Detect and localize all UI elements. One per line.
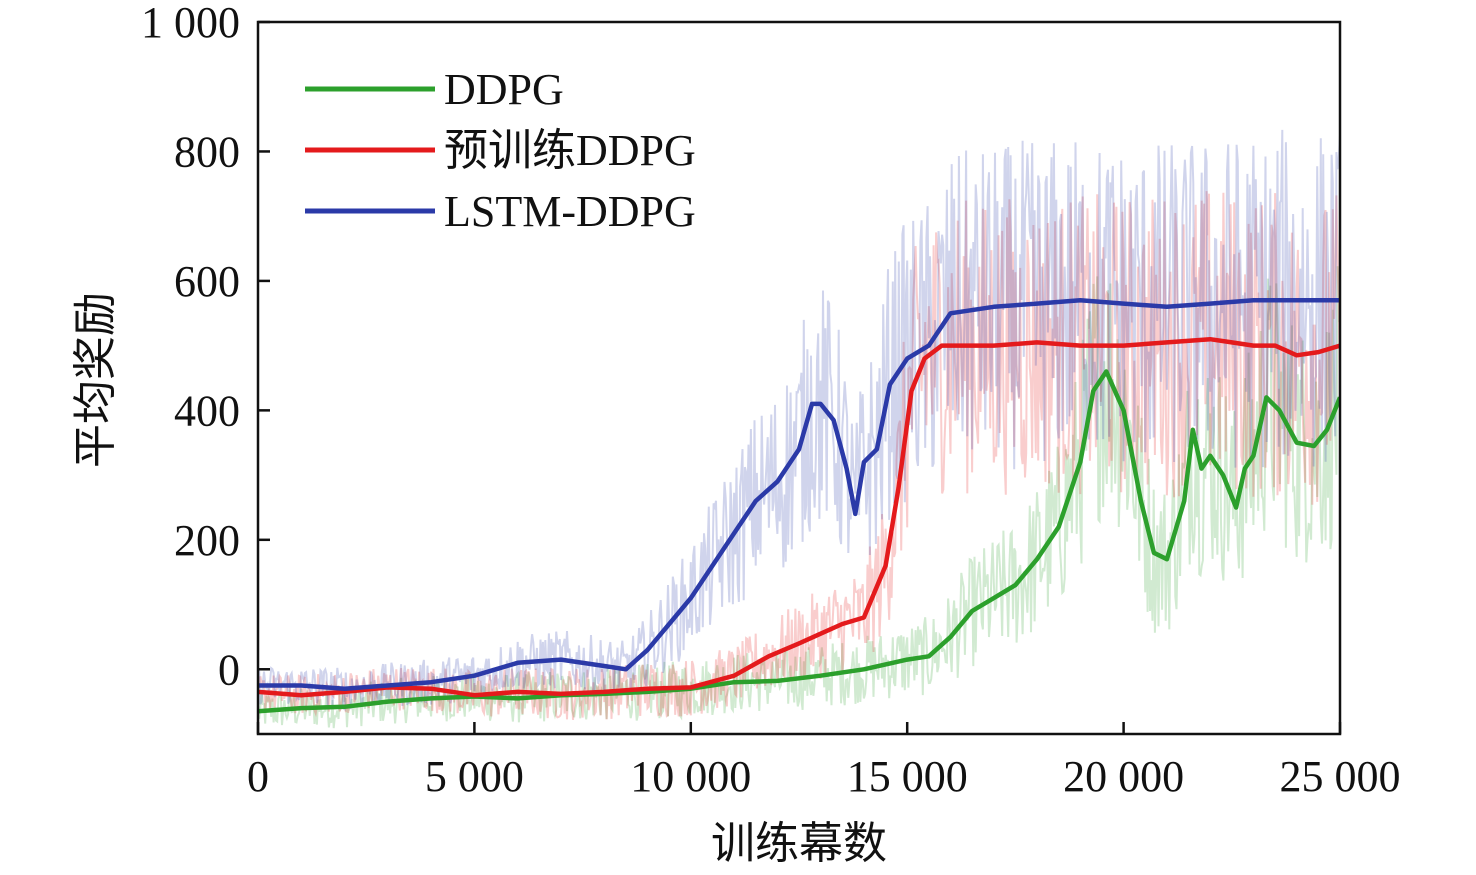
y-axis-title: 平均奖励 (70, 292, 121, 468)
x-tick-label: 0 (247, 752, 269, 801)
series-line-2 (258, 336, 1340, 698)
y-tick-label: 800 (174, 127, 240, 176)
y-tick-label: 0 (218, 645, 240, 694)
x-tick-label: 20 000 (1063, 752, 1184, 801)
y-axis: 0 200 400 600 800 1 000 (141, 0, 270, 694)
x-axis: 0 5 000 10 000 15 000 20 000 25 000 (247, 722, 1401, 801)
legend-label: 预训练DDPG (444, 126, 696, 175)
x-tick-label: 15 000 (847, 752, 968, 801)
series-line-3 (258, 298, 1340, 691)
y-tick-label: 200 (174, 516, 240, 565)
series-noise-1 (258, 265, 1340, 729)
y-tick-label: 400 (174, 386, 240, 435)
raw-reward-noise (258, 129, 1340, 729)
plot-frame (256, 20, 1342, 736)
x-tick-label: 25 000 (1280, 752, 1401, 801)
series-lines (258, 298, 1340, 714)
legend: DDPG 预训练DDPG LSTM-DDPG (305, 65, 696, 236)
legend-label: LSTM-DDPG (444, 187, 696, 236)
x-tick-label: 10 000 (630, 752, 751, 801)
legend-label: DDPG (444, 65, 564, 114)
y-tick-label: 1 000 (141, 0, 240, 47)
y-tick-label: 600 (174, 257, 240, 306)
x-tick-label: 5 000 (425, 752, 524, 801)
x-axis-title: 训练幕数 (711, 818, 887, 869)
